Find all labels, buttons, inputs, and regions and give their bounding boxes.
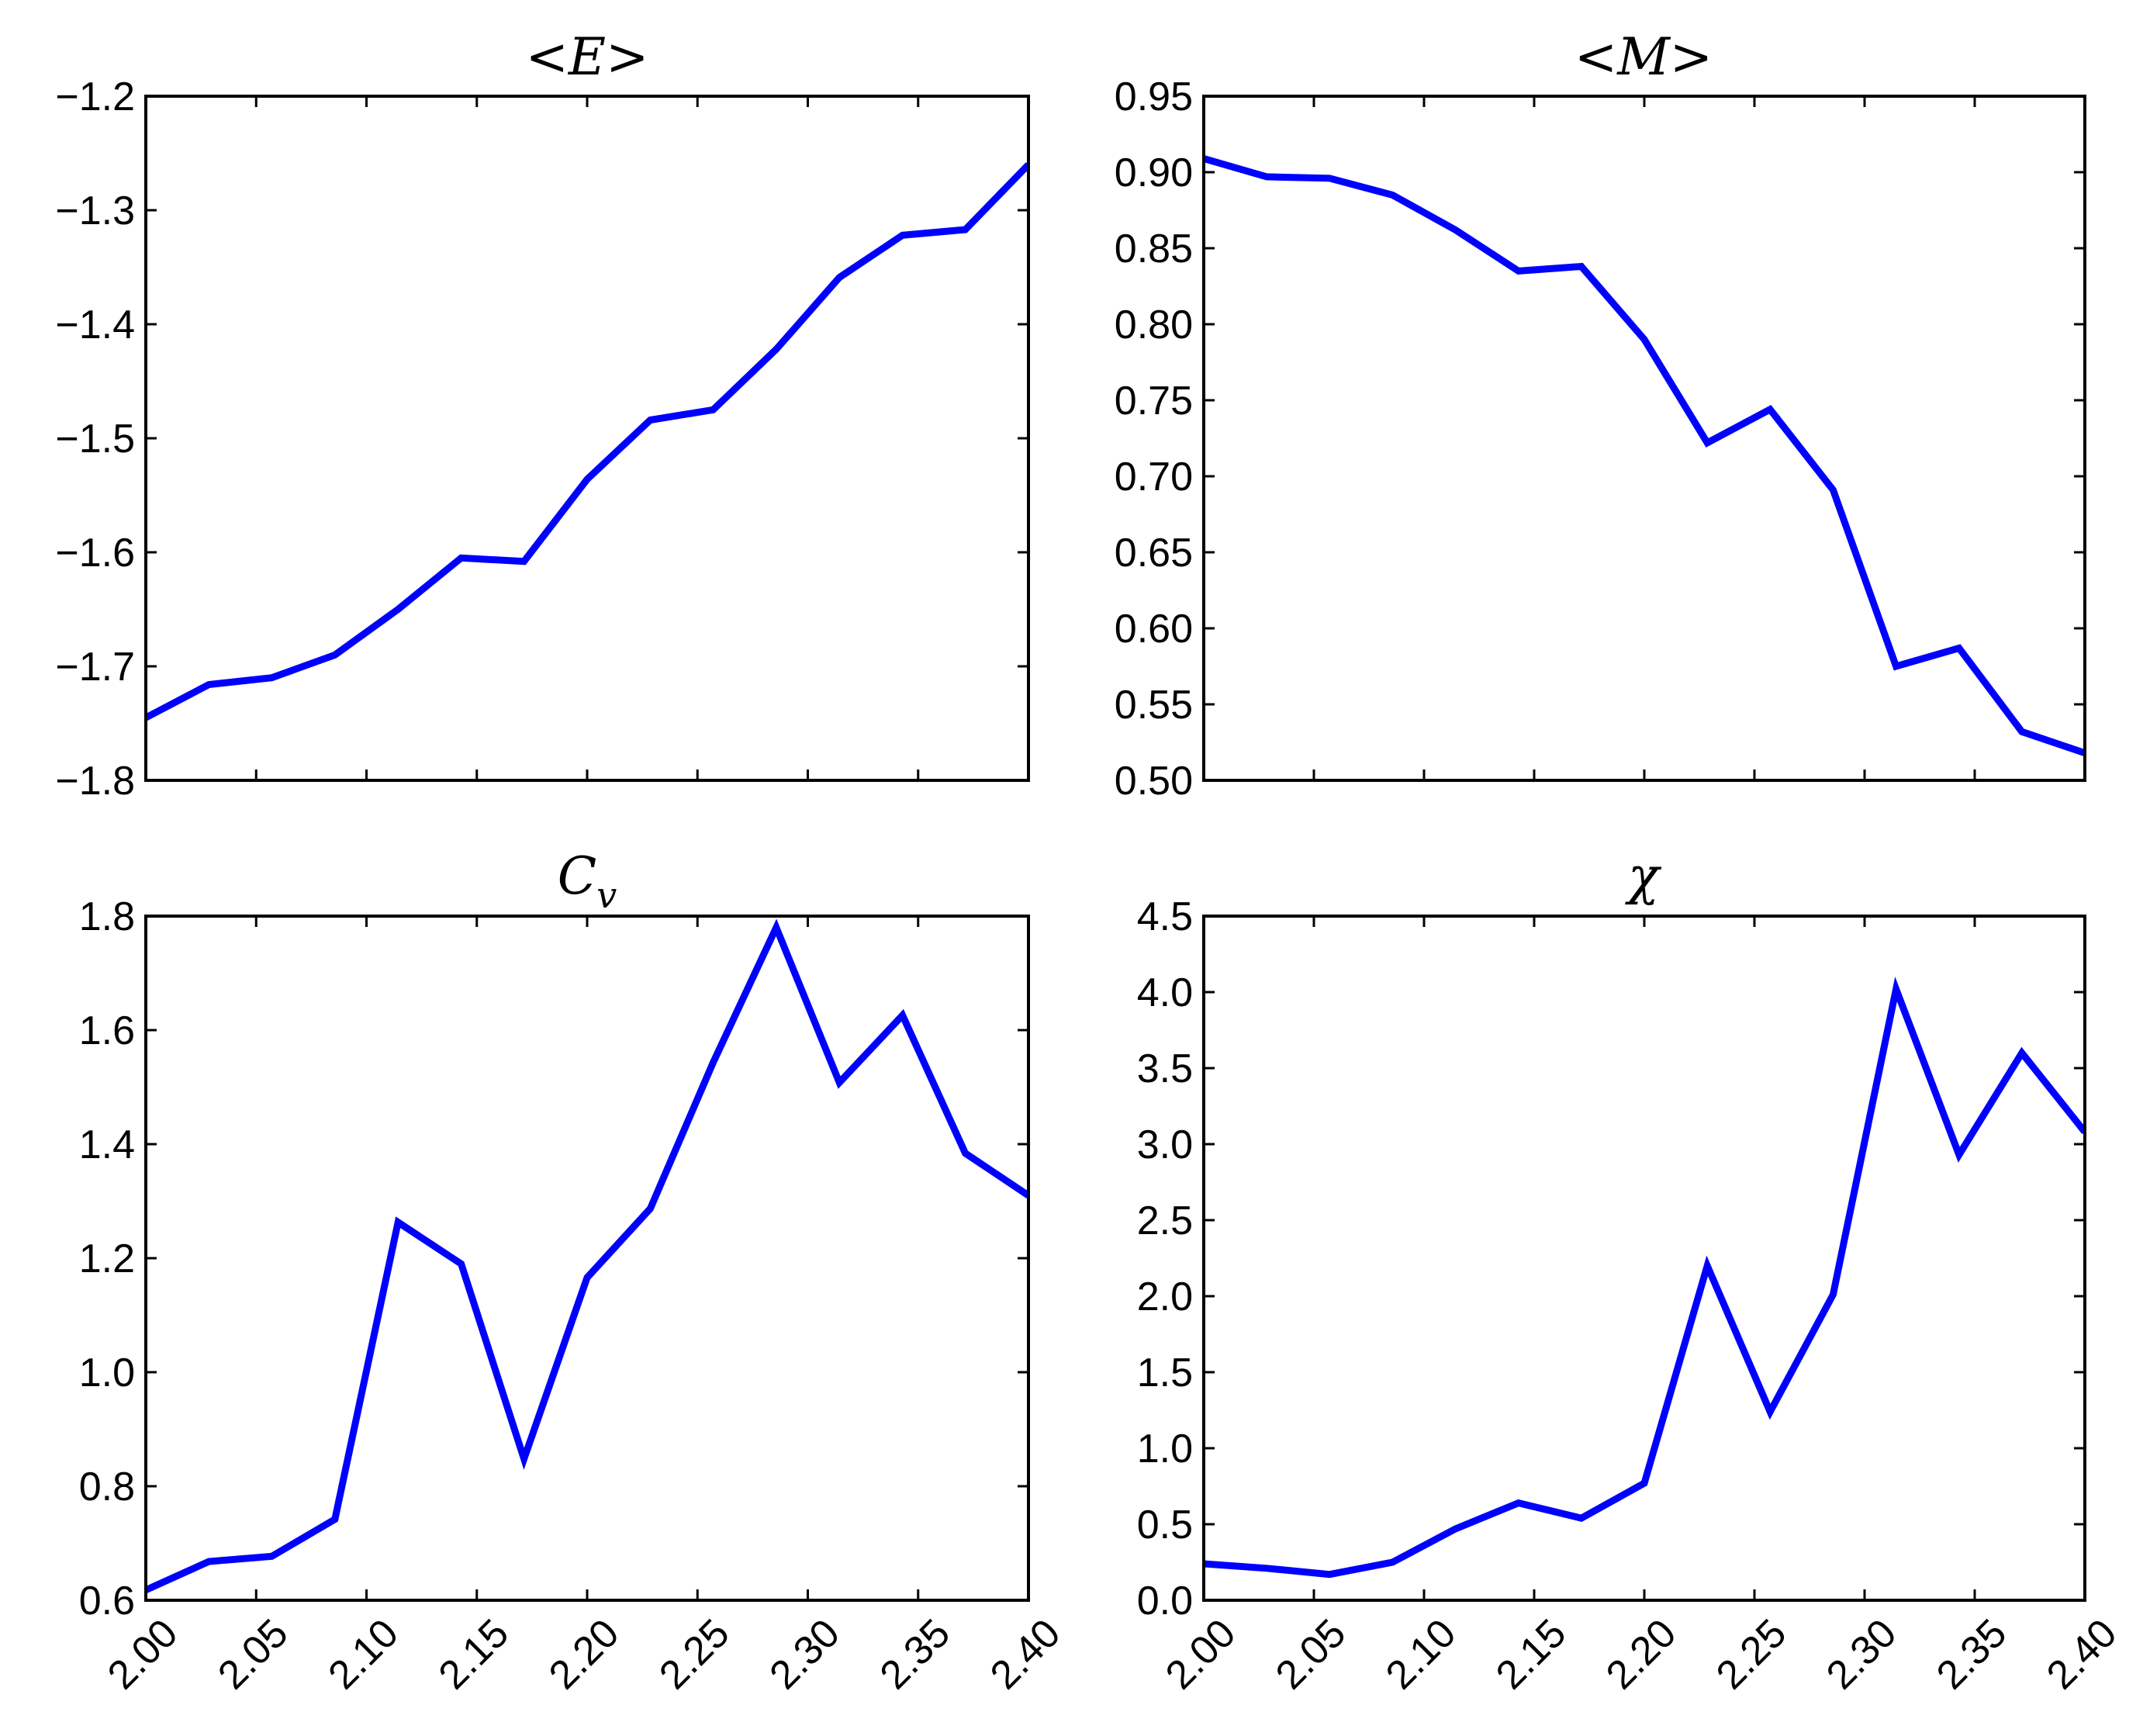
x-tick-label: 2.05 xyxy=(1267,1610,1355,1698)
y-tick-label: 1.6 xyxy=(79,1008,135,1053)
y-tick-label: −1.5 xyxy=(55,417,135,462)
x-tick-label: 2.20 xyxy=(1598,1610,1685,1698)
y-tick-label: 0.55 xyxy=(1115,683,1193,728)
y-tick-label: 1.5 xyxy=(1137,1350,1193,1395)
x-tick-label: 2.15 xyxy=(1488,1610,1575,1698)
panel-title-symbol: E xyxy=(568,27,606,87)
y-tick-label: 0.0 xyxy=(1137,1579,1193,1624)
x-tick-label: 2.30 xyxy=(761,1610,849,1698)
y-tick-label: 0.90 xyxy=(1115,150,1193,195)
x-tick-label: 2.10 xyxy=(1377,1610,1465,1698)
x-tick-label: 2.05 xyxy=(209,1610,297,1698)
y-tick-label: 1.2 xyxy=(79,1236,135,1281)
panel-title: <E> xyxy=(526,27,649,87)
y-tick-label: 2.5 xyxy=(1137,1198,1193,1243)
y-tick-label: 3.0 xyxy=(1137,1122,1193,1167)
panel-specific-heat: Cv 1.8 1.6 1.4 1.2 1.0 0.8 0.62.00 2.05 2.10 2.15… xyxy=(79,846,1070,1698)
plot-frame xyxy=(1202,915,2086,1602)
y-tick-label: −1.3 xyxy=(55,188,135,233)
y-tick-label: 0.65 xyxy=(1115,531,1193,576)
x-tick-label: 2.00 xyxy=(99,1610,187,1698)
y-tick-label: 1.8 xyxy=(79,894,135,939)
panel-energy: <E> −1.2 −1.3 −1.4 −1.5 −1.6 −1.7 −1.8 xyxy=(55,27,1030,804)
y-tick-label: 0.8 xyxy=(79,1465,135,1509)
panel-magnetization: <M> 0.95 0.90 0.85 0.80 0.75 0.70 0.65 0.60 0.55… xyxy=(1115,27,2086,804)
plot-frame xyxy=(1202,95,2086,782)
x-tick-label: 2.15 xyxy=(430,1610,518,1698)
x-tick-label: 2.25 xyxy=(1708,1610,1796,1698)
y-tick-label: 0.95 xyxy=(1115,74,1193,119)
y-tick-label: 0.70 xyxy=(1115,455,1193,500)
y-tick-label: 3.5 xyxy=(1137,1046,1193,1091)
x-tick-label: 2.40 xyxy=(982,1610,1070,1698)
y-tick-label: −1.8 xyxy=(55,759,135,804)
series-line-specific-heat xyxy=(146,918,1028,1593)
x-tick-label: 2.20 xyxy=(541,1610,628,1698)
x-tick-label: 2.35 xyxy=(1928,1610,2016,1698)
series-line-energy xyxy=(146,162,1028,721)
y-tick-label: 1.0 xyxy=(1137,1426,1193,1471)
y-tick-label: 0.50 xyxy=(1115,759,1193,804)
y-tick-label: 0.85 xyxy=(1115,227,1193,271)
y-tick-label: 4.0 xyxy=(1137,970,1193,1015)
y-tick-label: −1.4 xyxy=(55,303,135,348)
y-tick-label: 0.80 xyxy=(1115,303,1193,348)
x-tick-label: 2.10 xyxy=(320,1610,407,1698)
x-tick-label: 2.00 xyxy=(1157,1610,1245,1698)
panel-title: <M> xyxy=(1574,27,1713,87)
series-line-susceptibility xyxy=(1204,977,2085,1579)
x-tick-label: 2.40 xyxy=(2038,1610,2126,1698)
y-tick-label: 0.5 xyxy=(1137,1503,1193,1548)
y-tick-label: −1.2 xyxy=(55,74,135,119)
y-tick-label: 2.0 xyxy=(1137,1274,1193,1319)
x-tick-label: 2.25 xyxy=(651,1610,738,1698)
y-tick-label: −1.6 xyxy=(55,531,135,576)
y-tick-label: 0.60 xyxy=(1115,607,1193,652)
y-tick-label: −1.7 xyxy=(55,645,135,690)
x-tick-label: 2.35 xyxy=(872,1610,959,1698)
panel-title-symbol: M xyxy=(1616,27,1671,87)
panel-title: χ xyxy=(1625,846,1662,906)
x-tick-label: 2.30 xyxy=(1818,1610,1906,1698)
panel-susceptibility: χ 4.5 4.0 3.5 3.0 2.5 2.0 1.5 1.0 0.5 0.02.00 2.05… xyxy=(1137,846,2126,1698)
panel-title: Cv xyxy=(558,846,617,916)
y-tick-label: 0.75 xyxy=(1115,379,1193,424)
y-tick-label: 1.0 xyxy=(79,1350,135,1395)
series-line-magnetization xyxy=(1204,155,2085,756)
y-tick-label: 0.6 xyxy=(79,1579,135,1624)
y-tick-label: 1.4 xyxy=(79,1122,135,1167)
y-tick-label: 4.5 xyxy=(1137,894,1193,939)
